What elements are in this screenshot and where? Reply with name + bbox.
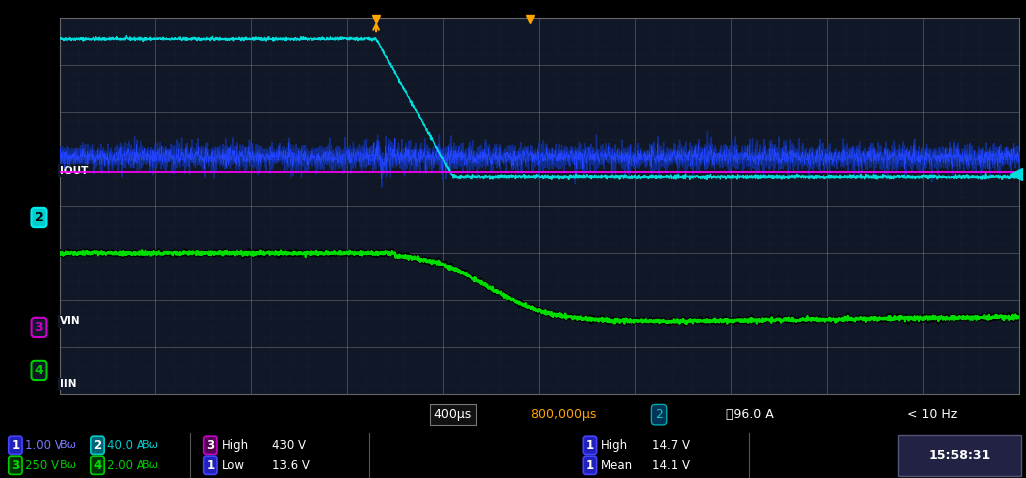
Text: Bω: Bω: [60, 440, 77, 450]
Text: 400µs: 400µs: [434, 408, 472, 421]
Text: 40.0 A: 40.0 A: [107, 439, 145, 452]
Text: Bω: Bω: [142, 460, 159, 470]
Text: High: High: [222, 439, 248, 452]
Text: 15:58:31: 15:58:31: [929, 449, 990, 462]
Text: 4: 4: [35, 364, 43, 377]
Text: 2: 2: [656, 408, 663, 421]
Text: Bω: Bω: [60, 460, 77, 470]
Text: 2: 2: [35, 211, 43, 224]
Text: 250 V: 250 V: [25, 459, 58, 472]
Text: 4: 4: [93, 459, 102, 472]
Text: 3: 3: [35, 321, 43, 334]
Text: ᥠ96.0 A: ᥠ96.0 A: [726, 408, 774, 421]
Text: 2.00 A: 2.00 A: [107, 459, 145, 472]
Text: 1: 1: [586, 459, 594, 472]
FancyBboxPatch shape: [898, 435, 1021, 476]
Text: IIN: IIN: [60, 379, 76, 389]
Text: 1: 1: [11, 439, 19, 452]
Text: VIN: VIN: [60, 316, 80, 326]
Text: 2: 2: [93, 439, 102, 452]
Text: 1: 1: [586, 439, 594, 452]
Text: 3: 3: [206, 439, 214, 452]
Text: 3: 3: [11, 459, 19, 472]
Text: IOUT: IOUT: [60, 166, 88, 176]
Text: 800,000µs: 800,000µs: [530, 408, 596, 421]
Text: < 10 Hz: < 10 Hz: [907, 408, 957, 421]
Text: 13.6 V: 13.6 V: [272, 459, 310, 472]
Text: High: High: [601, 439, 628, 452]
Text: 430 V: 430 V: [272, 439, 306, 452]
Text: 14.7 V: 14.7 V: [652, 439, 689, 452]
Text: 1.00 V: 1.00 V: [25, 439, 63, 452]
Text: Mean: Mean: [601, 459, 633, 472]
Text: 14.1 V: 14.1 V: [652, 459, 689, 472]
Text: Bω: Bω: [142, 440, 159, 450]
Text: Low: Low: [222, 459, 244, 472]
Text: 1: 1: [206, 459, 214, 472]
